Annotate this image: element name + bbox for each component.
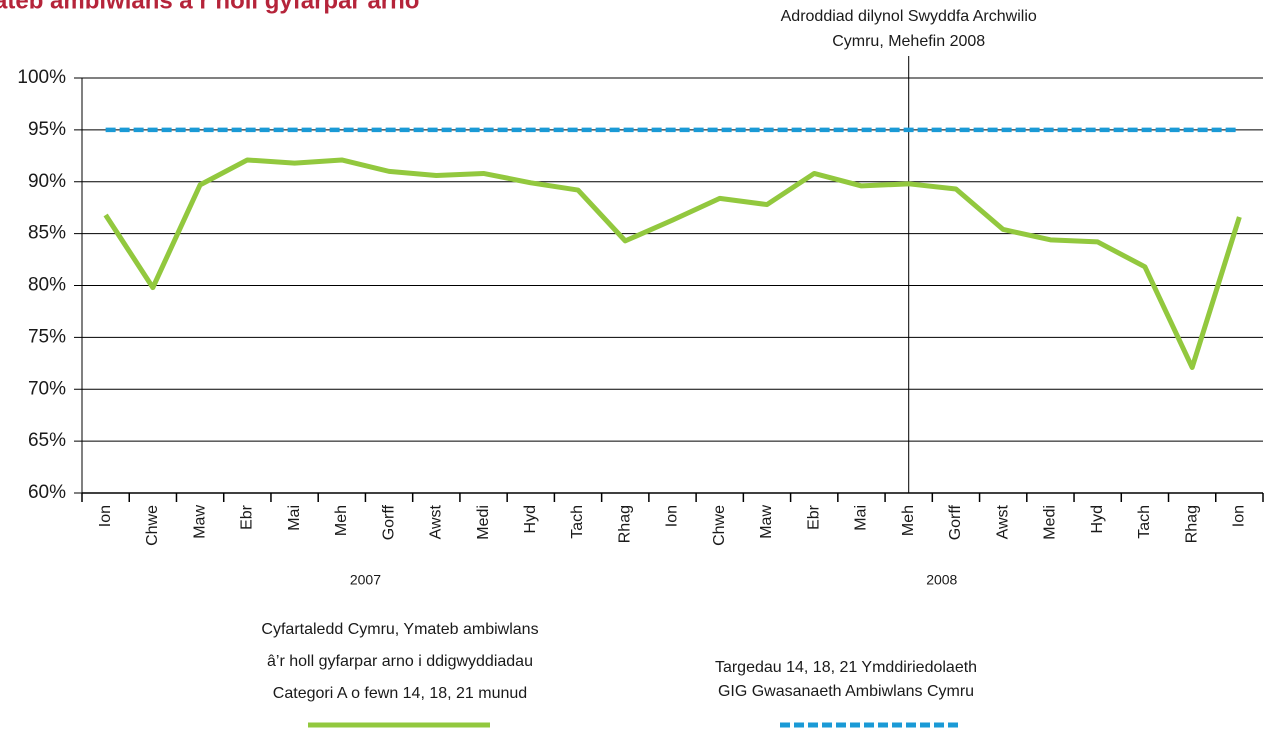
y-tick-label: 70%	[28, 378, 66, 399]
y-tick-label: 75%	[28, 326, 66, 347]
legend-label: Targedau 14, 18, 21 Ymddiriedolaeth GIG G…	[715, 659, 977, 700]
x-tick-label: Meh	[900, 505, 917, 536]
chart-title: ateb ambiwlans â’r holl gyfarpar arno	[0, 0, 419, 14]
x-tick-label: Meh	[333, 505, 350, 536]
x-tick-label: Chwe	[711, 505, 728, 546]
y-tick-label: 60%	[28, 482, 66, 503]
x-tick-label: Maw	[758, 505, 775, 539]
x-tick-label: Rhag	[616, 505, 633, 543]
y-tick-label: 90%	[28, 171, 66, 192]
y-tick-label: 80%	[28, 275, 66, 296]
x-tick-label: Rhag	[1183, 505, 1200, 543]
x-tick-label: Awst	[428, 504, 445, 539]
y-tick-label: 65%	[28, 430, 66, 451]
x-tick-label: Gorff	[380, 504, 397, 540]
series-line	[103, 157, 1242, 370]
x-tick-label: Tach	[1136, 505, 1153, 539]
x-tick-label: Tach	[569, 505, 586, 539]
year-label: 2008	[926, 572, 957, 588]
x-tick-label: Hyd	[1089, 505, 1106, 533]
x-tick-label: Maw	[191, 505, 208, 539]
x-tick-label: Awst	[994, 504, 1011, 539]
legend-label: Cyfartaledd Cymru, Ymateb ambiwlans â’r h…	[261, 621, 538, 702]
x-tick-label: Hyd	[522, 505, 539, 533]
annotation: Adroddiad dilynol Swyddfa Archwilio Cymru…	[781, 8, 1037, 50]
y-tick-label: 95%	[28, 119, 66, 140]
x-tick-label: Ebr	[805, 504, 822, 530]
x-tick-label: Chwe	[144, 505, 161, 546]
y-tick-label: 100%	[17, 67, 66, 88]
x-tick-label: Ion	[1231, 505, 1248, 527]
year-label: 2007	[350, 572, 381, 588]
x-tick-label: Medi	[1042, 505, 1059, 540]
x-tick-label: Ion	[97, 505, 114, 527]
x-tick-label: Ion	[664, 505, 681, 527]
x-tick-label: Ebr	[239, 504, 256, 530]
x-tick-label: Gorff	[947, 504, 964, 540]
y-tick-label: 85%	[28, 223, 66, 244]
x-tick-label: Medi	[475, 505, 492, 540]
x-tick-label: Mai	[853, 505, 870, 531]
x-tick-label: Mai	[286, 505, 303, 531]
